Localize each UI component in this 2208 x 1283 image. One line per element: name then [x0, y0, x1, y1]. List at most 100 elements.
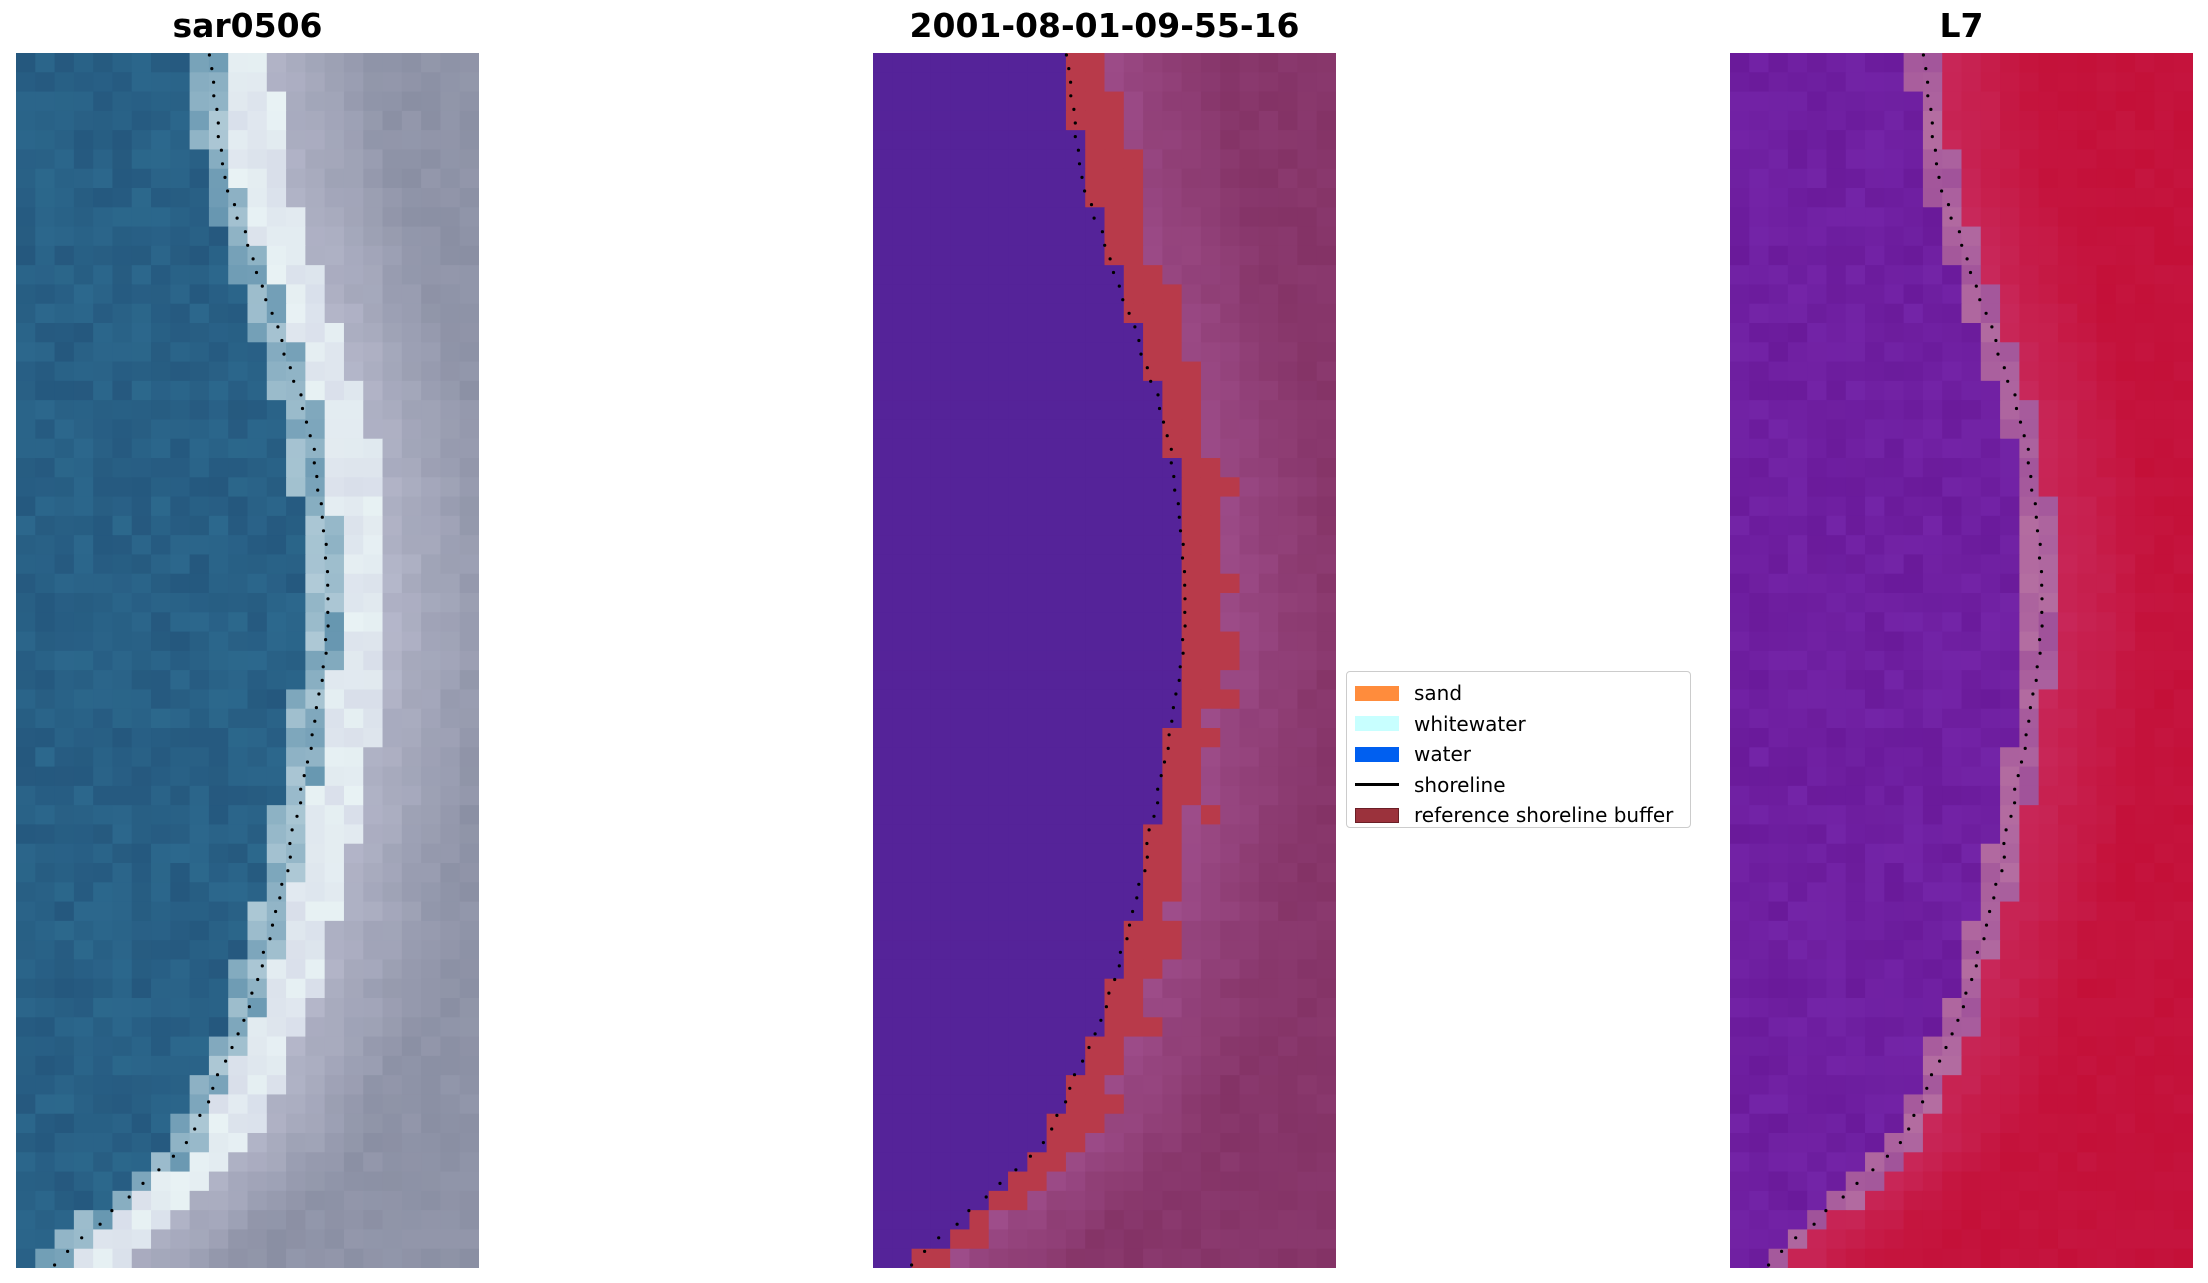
pixel [2077, 535, 2098, 556]
pixel [1826, 824, 1847, 845]
pixel [170, 612, 191, 633]
pixel [2057, 400, 2078, 421]
pixel [1865, 110, 1885, 131]
pixel [1027, 689, 1048, 710]
pixel [1123, 130, 1144, 151]
pixel [382, 1036, 403, 1057]
pixel [2173, 1075, 2193, 1096]
pixel [1884, 188, 1905, 208]
pixel [73, 419, 94, 440]
pixel [1768, 535, 1789, 556]
pixel [1297, 91, 1318, 112]
shoreline-point [2004, 828, 2008, 832]
pixel [1008, 245, 1028, 266]
pixel [2038, 785, 2059, 806]
pixel [1980, 226, 2001, 247]
pixel [343, 1075, 364, 1096]
pixel [151, 959, 171, 980]
pixel [1220, 1210, 1241, 1231]
pixel [305, 573, 326, 594]
pixel [1884, 265, 1905, 286]
pixel [401, 920, 422, 941]
shoreline-point [967, 1209, 971, 1213]
pixel [112, 72, 133, 93]
pixel [208, 940, 229, 961]
pixel [1220, 1152, 1241, 1173]
pixel [382, 284, 403, 305]
pixel [1085, 130, 1106, 151]
pixel [93, 535, 114, 556]
pixel [228, 1075, 249, 1096]
pixel [1143, 226, 1163, 247]
shoreline-point [1173, 488, 1177, 492]
pixel [1181, 226, 1202, 247]
pixel [1865, 573, 1885, 594]
pixel [2173, 53, 2193, 73]
pixel [459, 1229, 479, 1250]
pixel [1181, 593, 1202, 613]
pixel [1085, 1229, 1106, 1250]
pixel [363, 1210, 384, 1231]
pixel [1865, 824, 1885, 845]
pixel [1942, 670, 1963, 691]
pixel [35, 535, 56, 556]
pixel [969, 920, 990, 941]
pixel [1787, 631, 1808, 652]
pixel [2154, 515, 2175, 536]
pixel [1961, 245, 1982, 266]
pixel [324, 650, 345, 671]
pixel [440, 785, 461, 806]
pixel [2038, 477, 2059, 498]
pixel [343, 458, 364, 478]
pixel [343, 766, 364, 787]
pixel [1085, 747, 1106, 768]
pixel [1008, 1210, 1028, 1231]
shoreline-point [1064, 1100, 1068, 1104]
pixel [1297, 785, 1318, 806]
shoreline-point [198, 1113, 202, 1117]
pixel [459, 419, 479, 440]
pixel [228, 53, 249, 73]
pixel [1065, 824, 1086, 845]
pixel [1768, 766, 1789, 787]
pixel [1200, 226, 1221, 247]
pixel [2115, 573, 2136, 594]
pixel [2019, 149, 2040, 170]
pixel [1297, 245, 1318, 266]
pixel [1884, 1133, 1905, 1153]
pixel [1826, 1210, 1847, 1231]
pixel [1730, 631, 1750, 652]
pixel [35, 515, 56, 536]
pixel [54, 785, 75, 806]
pixel [1845, 631, 1866, 652]
pixel [930, 535, 951, 556]
pixel [1884, 920, 1905, 941]
classified-image [873, 53, 1336, 1268]
pixel [1884, 689, 1905, 710]
pixel [1807, 53, 1828, 73]
pixel [266, 1133, 287, 1153]
pixel [247, 226, 268, 247]
pixel [1903, 53, 1924, 73]
pixel [459, 612, 479, 633]
pixel [382, 554, 403, 575]
pixel [1085, 1133, 1106, 1153]
pixel [1845, 303, 1866, 324]
pixel [421, 1210, 442, 1231]
pixel [363, 361, 384, 382]
pixel [382, 631, 403, 652]
pixel [1046, 1055, 1067, 1076]
pixel [2115, 303, 2136, 324]
pixel [1297, 207, 1318, 228]
pixel [421, 1036, 442, 1057]
pixel [170, 882, 191, 903]
pixel [1239, 728, 1260, 748]
pixel [343, 882, 364, 903]
pixel [2096, 901, 2117, 922]
pixel [1065, 438, 1086, 459]
pixel [1826, 245, 1847, 266]
pixel [2135, 149, 2156, 170]
pixel [266, 207, 287, 228]
pixel [1826, 978, 1847, 999]
pixel [2019, 843, 2040, 864]
